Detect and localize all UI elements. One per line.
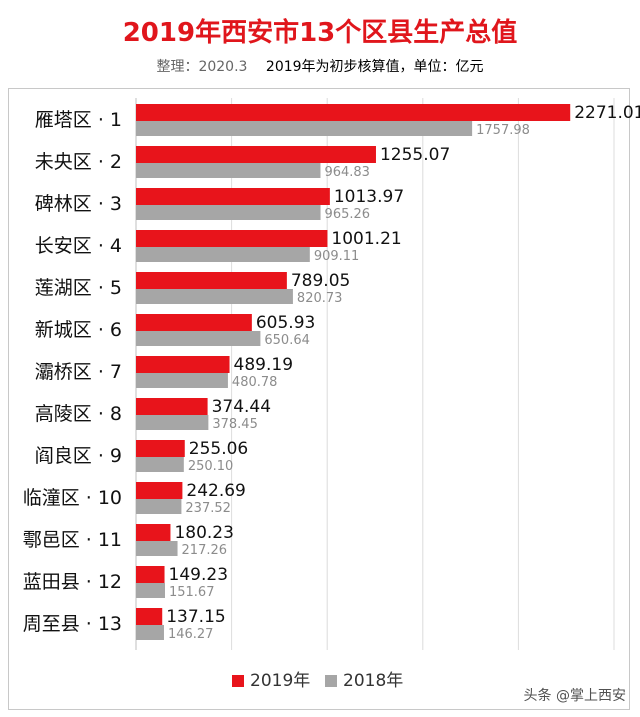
bar-2018 xyxy=(136,163,321,178)
bar-2018 xyxy=(136,205,321,220)
bar-2018 xyxy=(136,289,293,304)
bar-2019 xyxy=(136,314,252,331)
data-label-2018: 378.45 xyxy=(212,417,257,432)
category-label: 雁塔区 · 1 xyxy=(35,109,122,131)
legend-swatch-2019 xyxy=(232,675,244,687)
bar-2019 xyxy=(136,566,165,583)
bar-2018 xyxy=(136,247,310,262)
bar-2018 xyxy=(136,541,178,556)
data-label-2018: 820.73 xyxy=(297,291,343,306)
data-label-2018: 237.52 xyxy=(185,501,231,516)
bar-2019 xyxy=(136,608,163,625)
bar-2018 xyxy=(136,625,164,640)
data-label-2018: 650.64 xyxy=(264,333,310,348)
data-label-2019: 255.06 xyxy=(189,439,248,459)
category-label: 灞桥区 · 7 xyxy=(35,361,122,383)
chart-title: 2019年西安市13个区县生产总值 xyxy=(122,18,518,48)
bar-2018 xyxy=(136,331,261,346)
bar-2019 xyxy=(136,524,171,541)
category-label: 鄠邑区 · 11 xyxy=(23,529,122,551)
data-label-2019: 149.23 xyxy=(169,565,228,585)
bar-2019 xyxy=(136,356,230,373)
category-label: 碑林区 · 3 xyxy=(35,193,122,215)
category-label: 阎良区 · 9 xyxy=(35,445,122,467)
bar-2018 xyxy=(136,583,165,598)
chart-subtitle: 整理：2020.3 2019年为初步核算值，单位：亿元 xyxy=(0,56,640,76)
data-label-2019: 1013.97 xyxy=(334,187,404,207)
legend-label-2018: 2018年 xyxy=(343,671,403,691)
watermark: 头条 @掌上西安 xyxy=(523,688,626,704)
data-label-2019: 180.23 xyxy=(174,523,233,543)
category-label: 高陵区 · 8 xyxy=(35,403,122,425)
category-label: 蓝田县 · 12 xyxy=(23,571,122,593)
bar-2018 xyxy=(136,121,473,136)
data-label-2018: 965.26 xyxy=(325,207,371,222)
category-label: 莲湖区 · 5 xyxy=(35,277,122,299)
data-label-2019: 489.19 xyxy=(234,355,293,375)
data-label-2019: 1255.07 xyxy=(380,145,450,165)
data-label-2019: 374.44 xyxy=(212,397,271,417)
unit-note: 2019年为初步核算值，单位：亿元 xyxy=(265,59,484,75)
data-label-2019: 137.15 xyxy=(166,607,225,627)
data-label-2018: 964.83 xyxy=(324,165,370,180)
bar-2018 xyxy=(136,415,209,430)
legend-swatch-2018 xyxy=(325,675,337,687)
data-label-2018: 909.11 xyxy=(314,249,360,264)
bar-2019 xyxy=(136,398,208,415)
data-label-2018: 151.67 xyxy=(169,585,215,600)
bar-2019 xyxy=(136,482,183,499)
bar-2019 xyxy=(136,104,571,121)
data-label-2019: 789.05 xyxy=(291,271,350,291)
compile-date-note: 整理：2020.3 xyxy=(156,59,248,75)
chart-frame xyxy=(8,88,630,710)
data-label-2019: 605.93 xyxy=(256,313,315,333)
legend-label-2019: 2019年 xyxy=(250,671,310,691)
data-label-2018: 480.78 xyxy=(232,375,278,390)
bar-2019 xyxy=(136,440,185,457)
data-label-2019: 2271.01 xyxy=(574,103,640,123)
bar-2019 xyxy=(136,188,330,205)
bar-2019 xyxy=(136,230,328,247)
bar-2019 xyxy=(136,272,287,289)
data-label-2018: 1757.98 xyxy=(476,123,530,138)
category-label: 未央区 · 2 xyxy=(35,151,122,173)
category-label: 临潼区 · 10 xyxy=(23,487,122,509)
category-label: 长安区 · 4 xyxy=(35,235,122,257)
bar-2018 xyxy=(136,373,228,388)
category-label: 新城区 · 6 xyxy=(35,319,122,341)
category-label: 周至县 · 13 xyxy=(23,613,122,635)
data-label-2019: 1001.21 xyxy=(331,229,401,249)
data-label-2019: 242.69 xyxy=(186,481,245,501)
data-label-2018: 217.26 xyxy=(182,543,228,558)
data-label-2018: 146.27 xyxy=(168,627,214,642)
bar-2018 xyxy=(136,499,182,514)
data-label-2018: 250.10 xyxy=(188,459,234,474)
bar-2018 xyxy=(136,457,184,472)
bar-2019 xyxy=(136,146,376,163)
